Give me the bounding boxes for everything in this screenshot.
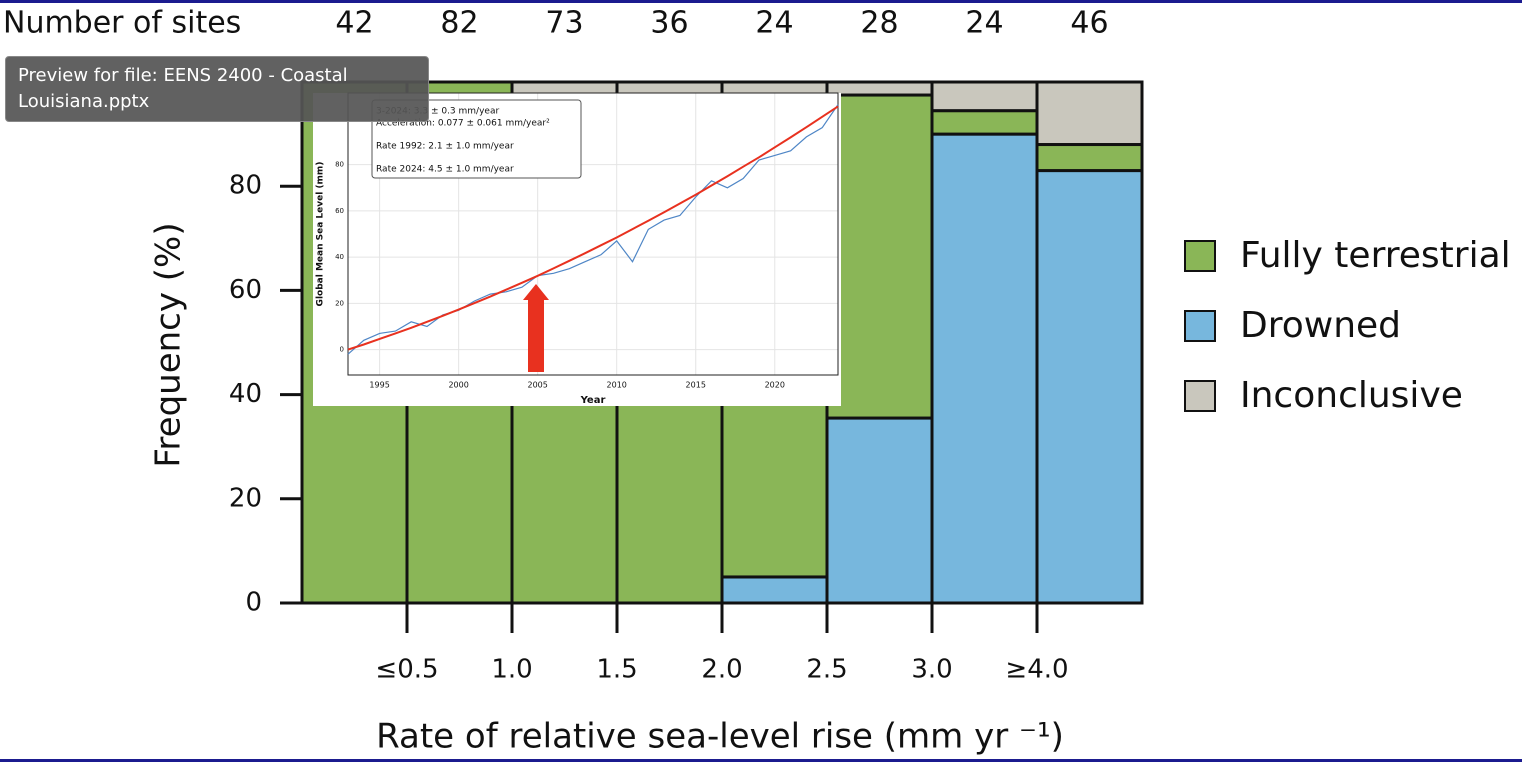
y-tick-label: 0 [245,588,262,618]
site-count: 42 [335,6,373,41]
inset-frame [347,92,839,376]
series-line [347,105,839,351]
x-tick-label: 2015 [686,381,706,390]
site-count: 73 [545,6,583,41]
annotation: Acceleration: 0.077 ± 0.061 mm/year² [376,119,550,129]
x-tick-label: 2005 [527,381,547,390]
y-axis-title: Frequency (%) [149,222,189,467]
x-tick-label: 2010 [607,381,627,390]
y-tick-label: 20 [335,299,344,307]
x-tick-label: 1995 [369,381,389,390]
annotation: Rate 1992: 2.1 ± 1.0 mm/year [376,142,514,152]
site-count: 24 [965,6,1003,41]
x-axis-title: Rate of relative sea-level rise (mm yr ⁻… [376,717,1064,757]
site-count: 46 [1070,6,1108,41]
bar-segment [1035,143,1144,173]
y-tick-label: 60 [229,275,262,305]
x-tick-label: ≥4.0 [1005,655,1068,685]
x-tick-label: ≤0.5 [375,655,438,685]
y-tick-label: 40 [229,379,262,409]
x-tick-label: 1.0 [491,655,532,685]
bottom-border [0,759,1522,762]
site-count: 24 [755,6,793,41]
site-count: 36 [650,6,688,41]
y-axis-title: Global Mean Sea Level (mm) [316,162,326,307]
site-count: 28 [860,6,898,41]
x-axis-title: Year [580,395,606,406]
annotation: Rate 2024: 4.5 ± 1.0 mm/year [376,165,514,175]
file-preview-tooltip: Preview for file: EENS 2400 - Coastal Lo… [5,56,429,122]
legend-label: Fully terrestrial [1240,235,1511,276]
legend-label: Drowned [1240,305,1401,346]
red-arrow-head [523,284,549,300]
y-tick-label: 80 [229,171,262,201]
legend-swatch [1184,380,1216,412]
x-tick-label: 3.0 [911,655,952,685]
x-tick-label: 2.0 [701,655,742,685]
legend-swatch [1184,310,1216,342]
legend-swatch [1184,240,1216,272]
bar-segment [930,132,1039,605]
bar-segment [1035,169,1144,605]
x-tick-label: 1.5 [596,655,637,685]
x-tick-label: 2.5 [806,655,847,685]
y-tick-label: 40 [335,253,344,261]
x-tick-label: 2020 [765,381,785,390]
site-count: 82 [440,6,478,41]
y-tick-label: 0 [340,346,344,354]
site-count-label: Number of sites [3,6,241,41]
bar-segment [1035,80,1144,147]
y-tick-label: 20 [229,483,262,513]
y-tick-label: 80 [335,161,344,169]
y-tick-label: 60 [335,207,344,215]
top-border [0,0,1522,3]
series-line [347,104,839,355]
annotation: 3-2024: 3.3 ± 0.3 mm/year [376,107,499,117]
bar-segment [930,80,1039,113]
x-tick-label: 2000 [448,381,468,390]
bar-segment [825,93,934,420]
red-arrow-shaft [528,298,544,372]
legend-label: Inconclusive [1240,375,1463,416]
